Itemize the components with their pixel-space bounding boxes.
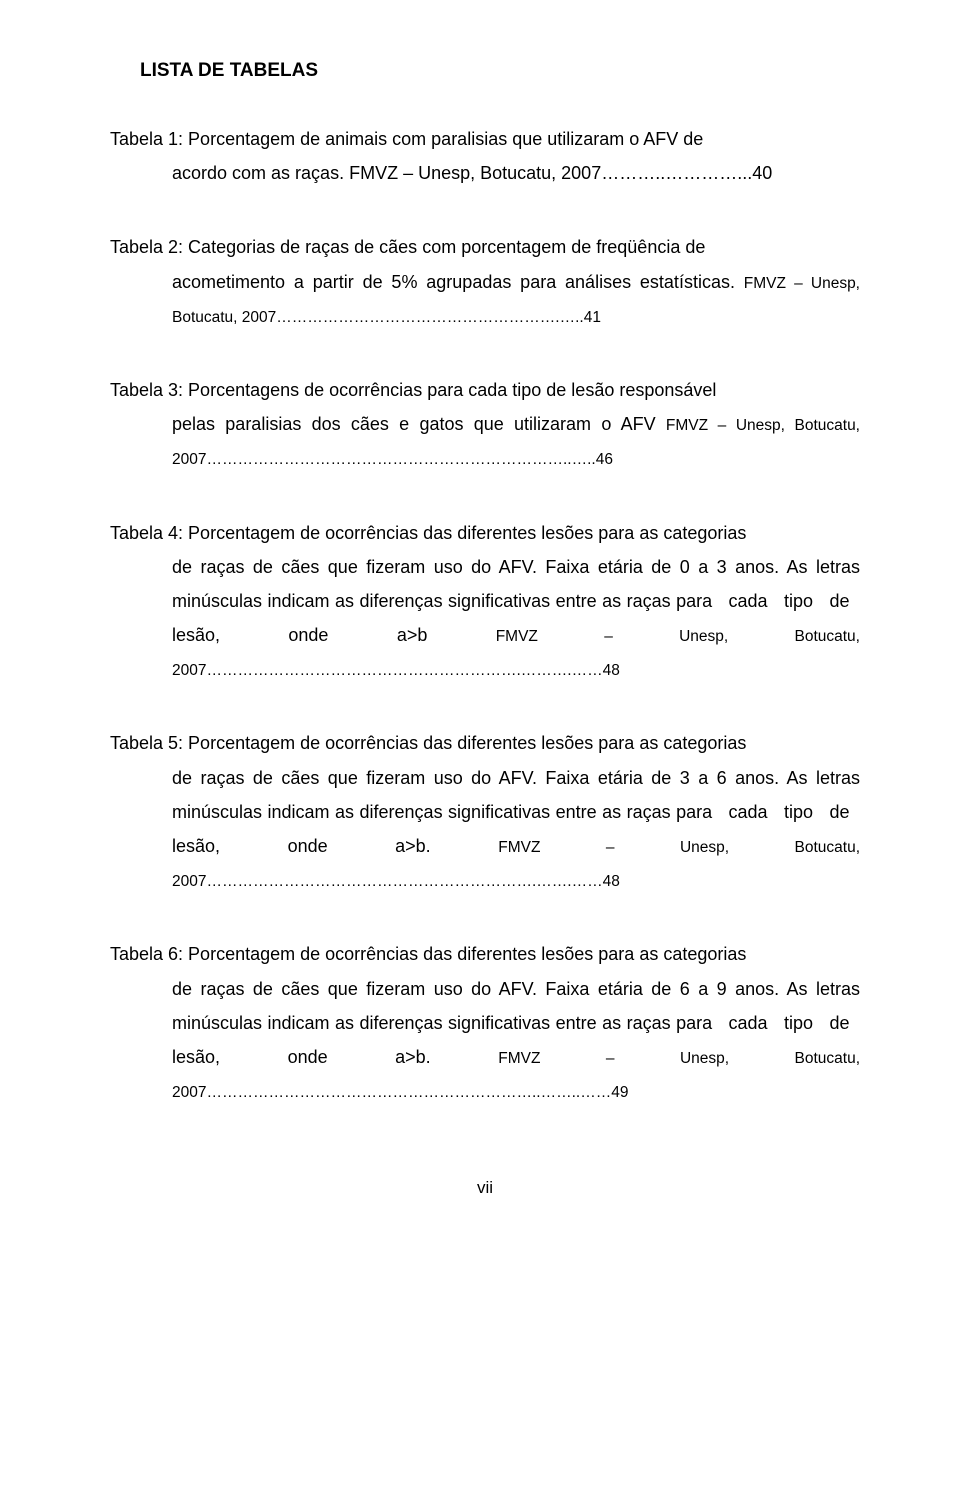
- toc-entry-3: Tabela 3: Porcentagens de ocorrências pa…: [110, 373, 860, 476]
- toc-entry-3-first: Tabela 3: Porcentagens de ocorrências pa…: [110, 380, 716, 400]
- toc-entry-4-cont: de raças de cães que fizeram uso do AFV.…: [110, 550, 860, 687]
- toc-entry-6-cont: de raças de cães que fizeram uso do AFV.…: [110, 972, 860, 1109]
- toc-entry-2-first: Tabela 2: Categorias de raças de cães co…: [110, 237, 705, 257]
- toc-entry-4: Tabela 4: Porcentagem de ocorrências das…: [110, 516, 860, 687]
- toc-entry-1-first: Tabela 1: Porcentagem de animais com par…: [110, 129, 703, 149]
- toc-entry-5-cont: de raças de cães que fizeram uso do AFV.…: [110, 761, 860, 898]
- toc-entry-4-first: Tabela 4: Porcentagem de ocorrências das…: [110, 523, 746, 543]
- toc-entry-2: Tabela 2: Categorias de raças de cães co…: [110, 230, 860, 333]
- toc-entry-3-cont-a: pelas paralisias dos cães e gatos que ut…: [172, 414, 666, 434]
- list-title: LISTA DE TABELAS: [140, 60, 860, 82]
- toc-entry-2-cont: acometimento a partir de 5% agrupadas pa…: [110, 265, 860, 333]
- toc-entry-5: Tabela 5: Porcentagem de ocorrências das…: [110, 726, 860, 897]
- toc-entry-6-first: Tabela 6: Porcentagem de ocorrências das…: [110, 944, 746, 964]
- toc-entry-1-cont: acordo com as raças. FMVZ – Unesp, Botuc…: [110, 156, 860, 190]
- toc-entry-3-cont: pelas paralisias dos cães e gatos que ut…: [110, 407, 860, 475]
- toc-entry-1: Tabela 1: Porcentagem de animais com par…: [110, 122, 860, 190]
- page-number: vii: [110, 1178, 860, 1198]
- toc-entry-5-first: Tabela 5: Porcentagem de ocorrências das…: [110, 733, 746, 753]
- toc-entry-6: Tabela 6: Porcentagem de ocorrências das…: [110, 937, 860, 1108]
- toc-entry-2-cont-a: acometimento a partir de 5% agrupadas pa…: [172, 272, 735, 292]
